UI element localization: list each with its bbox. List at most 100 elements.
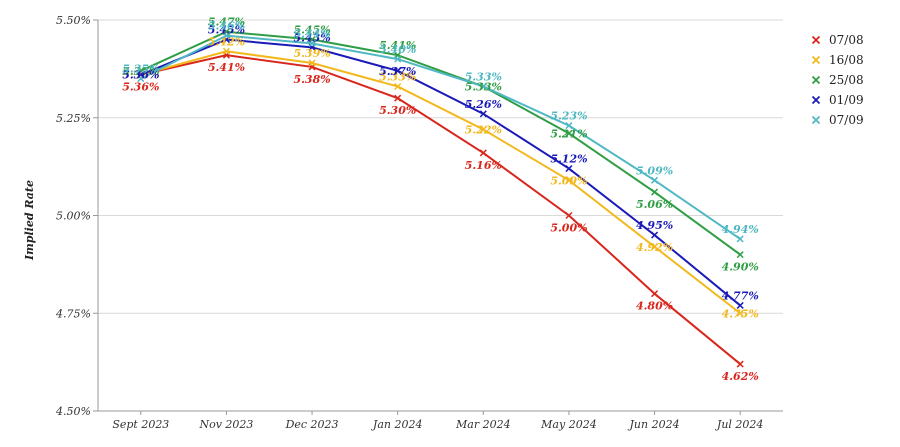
- legend-label: 25/08: [829, 73, 864, 87]
- data-label: 5.45%: [293, 24, 330, 37]
- axes: 4.50% 4.75% 5.00% 5.25% 5.50% Sept 2023 Nov 20…: [55, 14, 783, 431]
- data-label: 5.45%: [208, 24, 245, 37]
- data-point: [565, 165, 573, 173]
- data-label: 5.37%: [122, 65, 159, 78]
- data-point: [308, 39, 316, 47]
- data-point: [736, 301, 744, 309]
- data-point: [479, 82, 487, 91]
- data-label: 5.47%: [208, 16, 245, 29]
- data-point: [736, 235, 744, 243]
- data-point: [394, 55, 402, 63]
- data-point: [565, 129, 573, 137]
- data-label: 5.33%: [465, 80, 502, 93]
- data-label: 5.39%: [293, 47, 330, 60]
- data-point: [565, 176, 573, 184]
- data-point: [479, 110, 487, 118]
- y-axis-title: Implied Rate: [23, 180, 36, 261]
- x-tick-label: Sept 2023: [112, 418, 169, 431]
- data-label: 4.95%: [636, 219, 673, 232]
- data-label: 4.90%: [722, 261, 759, 274]
- series-line-07-09: [140, 34, 741, 240]
- data-label: 5.33%: [379, 70, 416, 83]
- data-label: 5.33%: [465, 70, 502, 83]
- data-point: [736, 360, 744, 368]
- y-tick-label: 5.00%: [56, 210, 91, 223]
- legend-label: 01/09: [829, 93, 864, 107]
- x-tick-label: Jun 2024: [628, 418, 680, 431]
- data-point: [565, 211, 573, 220]
- legend-item: 01/09: [811, 93, 864, 107]
- data-label: 5.16%: [465, 159, 502, 172]
- data-label: 5.35%: [122, 63, 159, 76]
- x-tick-label: Mar 2024: [455, 418, 511, 431]
- legend-item: 16/08: [811, 53, 864, 67]
- data-point: [308, 59, 316, 67]
- data-label: 4.94%: [722, 223, 759, 236]
- data-point: [394, 82, 402, 91]
- data-label: 4.75%: [722, 307, 759, 320]
- data-label: 5.44%: [293, 27, 330, 40]
- data-label: 5.36%: [122, 69, 159, 82]
- data-point: [651, 188, 659, 196]
- data-label: 4.80%: [636, 300, 673, 313]
- data-label: 5.09%: [636, 164, 673, 177]
- data-label: 4.92%: [636, 241, 673, 254]
- data-label: 5.26%: [465, 98, 502, 111]
- data-point: [394, 67, 402, 75]
- data-point: [651, 176, 659, 184]
- data-point: [651, 290, 659, 298]
- data-point: [394, 94, 402, 102]
- data-label: 5.46%: [208, 20, 245, 33]
- legend-label: 07/08: [829, 33, 864, 47]
- data-point: [651, 231, 659, 239]
- x-tick-label: May 2024: [540, 418, 597, 431]
- y-tick-label: 4.50%: [55, 405, 91, 418]
- y-tick-label: 5.25%: [56, 112, 91, 125]
- data-label: 5.30%: [379, 104, 416, 117]
- legend-label: 07/09: [829, 113, 864, 127]
- y-tick-label: 5.50%: [56, 14, 91, 27]
- data-label: 5.00%: [550, 222, 587, 235]
- data-point: [479, 125, 487, 134]
- series-line-16-08: [140, 50, 741, 315]
- data-label: 5.40%: [379, 43, 416, 56]
- grid: [98, 19, 783, 412]
- data-label: 5.41%: [379, 39, 416, 52]
- data-label: 5.21%: [550, 127, 587, 140]
- data-label: 5.42%: [208, 35, 245, 48]
- x-tick-label: Nov 2023: [198, 418, 253, 431]
- data-labels: 5.36% 5.41% 5.38% 5.30% 5.16% 5.00% 4.80% 4.62%…: [122, 16, 759, 383]
- data-point: [222, 32, 230, 40]
- series-line-01-09: [140, 38, 741, 307]
- data-label: 5.09%: [550, 174, 587, 187]
- series-line-25-08: [140, 30, 741, 256]
- data-point: [736, 309, 744, 317]
- data-point: [565, 122, 573, 130]
- data-label: 4.62%: [722, 370, 759, 383]
- data-label: 5.43%: [293, 31, 330, 44]
- series-line-07-08: [140, 54, 741, 365]
- data-label: 5.41%: [208, 61, 245, 74]
- data-label: 5.12%: [550, 153, 587, 166]
- legend-item: 07/08: [811, 33, 864, 47]
- x-tick-label: Jul 2024: [715, 418, 764, 431]
- data-label: 5.37%: [379, 65, 416, 78]
- data-label: 5.23%: [550, 110, 587, 123]
- data-point: [479, 149, 487, 157]
- data-point: [137, 75, 145, 83]
- data-label: 5.36%: [122, 69, 159, 82]
- legend-label: 16/08: [829, 53, 864, 67]
- legend: 07/08 16/08 25/08 01/09 07/09: [811, 33, 864, 127]
- data-label: 4.77%: [722, 289, 759, 302]
- data-label: 5.36%: [122, 81, 159, 94]
- x-tick-label: Dec 2023: [285, 418, 339, 431]
- data-point: [651, 243, 659, 251]
- x-tick-label: Jan 2024: [371, 418, 423, 431]
- data-point: [222, 47, 230, 55]
- series: [137, 28, 744, 368]
- legend-item: 25/08: [811, 73, 864, 87]
- data-label: 5.38%: [293, 73, 330, 86]
- data-label: 5.22%: [465, 123, 502, 136]
- data-label: 5.06%: [636, 198, 673, 211]
